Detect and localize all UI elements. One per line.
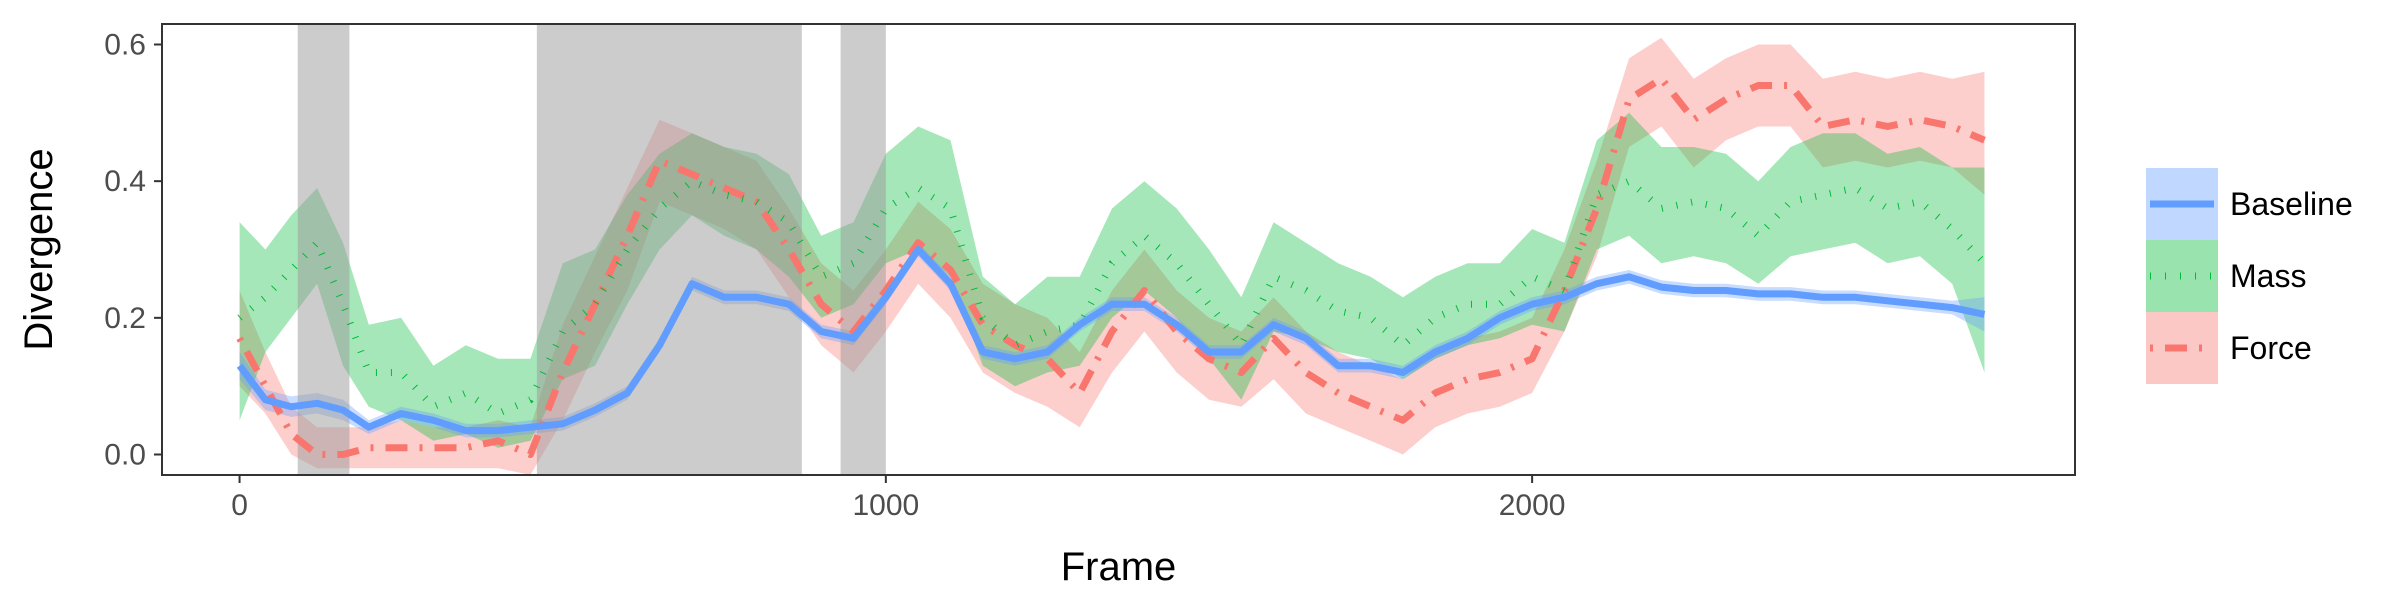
x-axis: 0 1000 2000 <box>231 475 1565 522</box>
y-tick-label: 0.4 <box>104 165 146 198</box>
x-tick-label: 0 <box>231 489 248 522</box>
y-tick-label: 0.2 <box>104 302 146 335</box>
legend-label-force: Force <box>2230 330 2312 366</box>
y-axis: 0.0 0.2 0.4 0.6 <box>104 29 162 472</box>
line-baseline <box>236 246 1986 435</box>
y-axis-title: Divergence <box>17 148 61 350</box>
shaded-region-1 <box>536 24 802 475</box>
y-tick-label: 0.0 <box>104 439 146 472</box>
legend-item-force: Force <box>2146 312 2312 384</box>
shaded-regions <box>297 24 886 475</box>
y-tick-label: 0.6 <box>104 29 146 62</box>
shaded-region-2 <box>840 24 886 475</box>
legend-label-mass: Mass <box>2230 258 2306 294</box>
x-axis-title: Frame <box>1061 545 1177 589</box>
line-force <box>236 75 1986 458</box>
legend: Baseline Mass Force <box>2146 168 2353 384</box>
series-lines <box>236 75 1988 458</box>
band-mass <box>239 112 1985 448</box>
x-tick-label: 1000 <box>852 489 919 522</box>
legend-item-mass: Mass <box>2146 240 2306 312</box>
shaded-region-0 <box>297 24 350 475</box>
plot-panel-border <box>161 23 2076 476</box>
legend-item-baseline: Baseline <box>2146 168 2353 240</box>
legend-label-baseline: Baseline <box>2230 186 2353 222</box>
legend-key-mass <box>2146 240 2218 312</box>
x-tick-label: 2000 <box>1499 489 1566 522</box>
